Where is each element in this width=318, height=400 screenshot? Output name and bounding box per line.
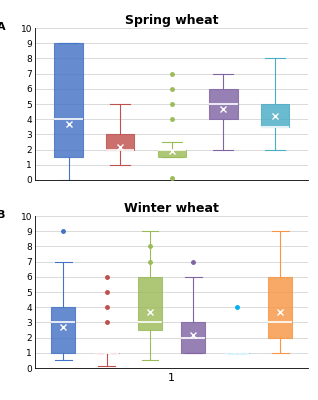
Bar (54, 43, 83, 157)
Bar (138, 277, 162, 330)
Title: Winter wheat: Winter wheat (124, 202, 219, 215)
Bar (209, 89, 238, 119)
Bar (51, 307, 75, 353)
Bar (261, 104, 289, 127)
Text: A: A (0, 22, 5, 32)
Bar (182, 322, 205, 353)
Text: B: B (0, 210, 5, 220)
Title: Spring wheat: Spring wheat (125, 14, 218, 27)
Legend: Mildew, Septoria, Fusarium, Leaf rust, Stripe rust: Mildew, Septoria, Fusarium, Leaf rust, S… (64, 234, 280, 240)
Bar (268, 277, 292, 338)
Bar (106, 134, 134, 150)
Bar (157, 150, 186, 157)
